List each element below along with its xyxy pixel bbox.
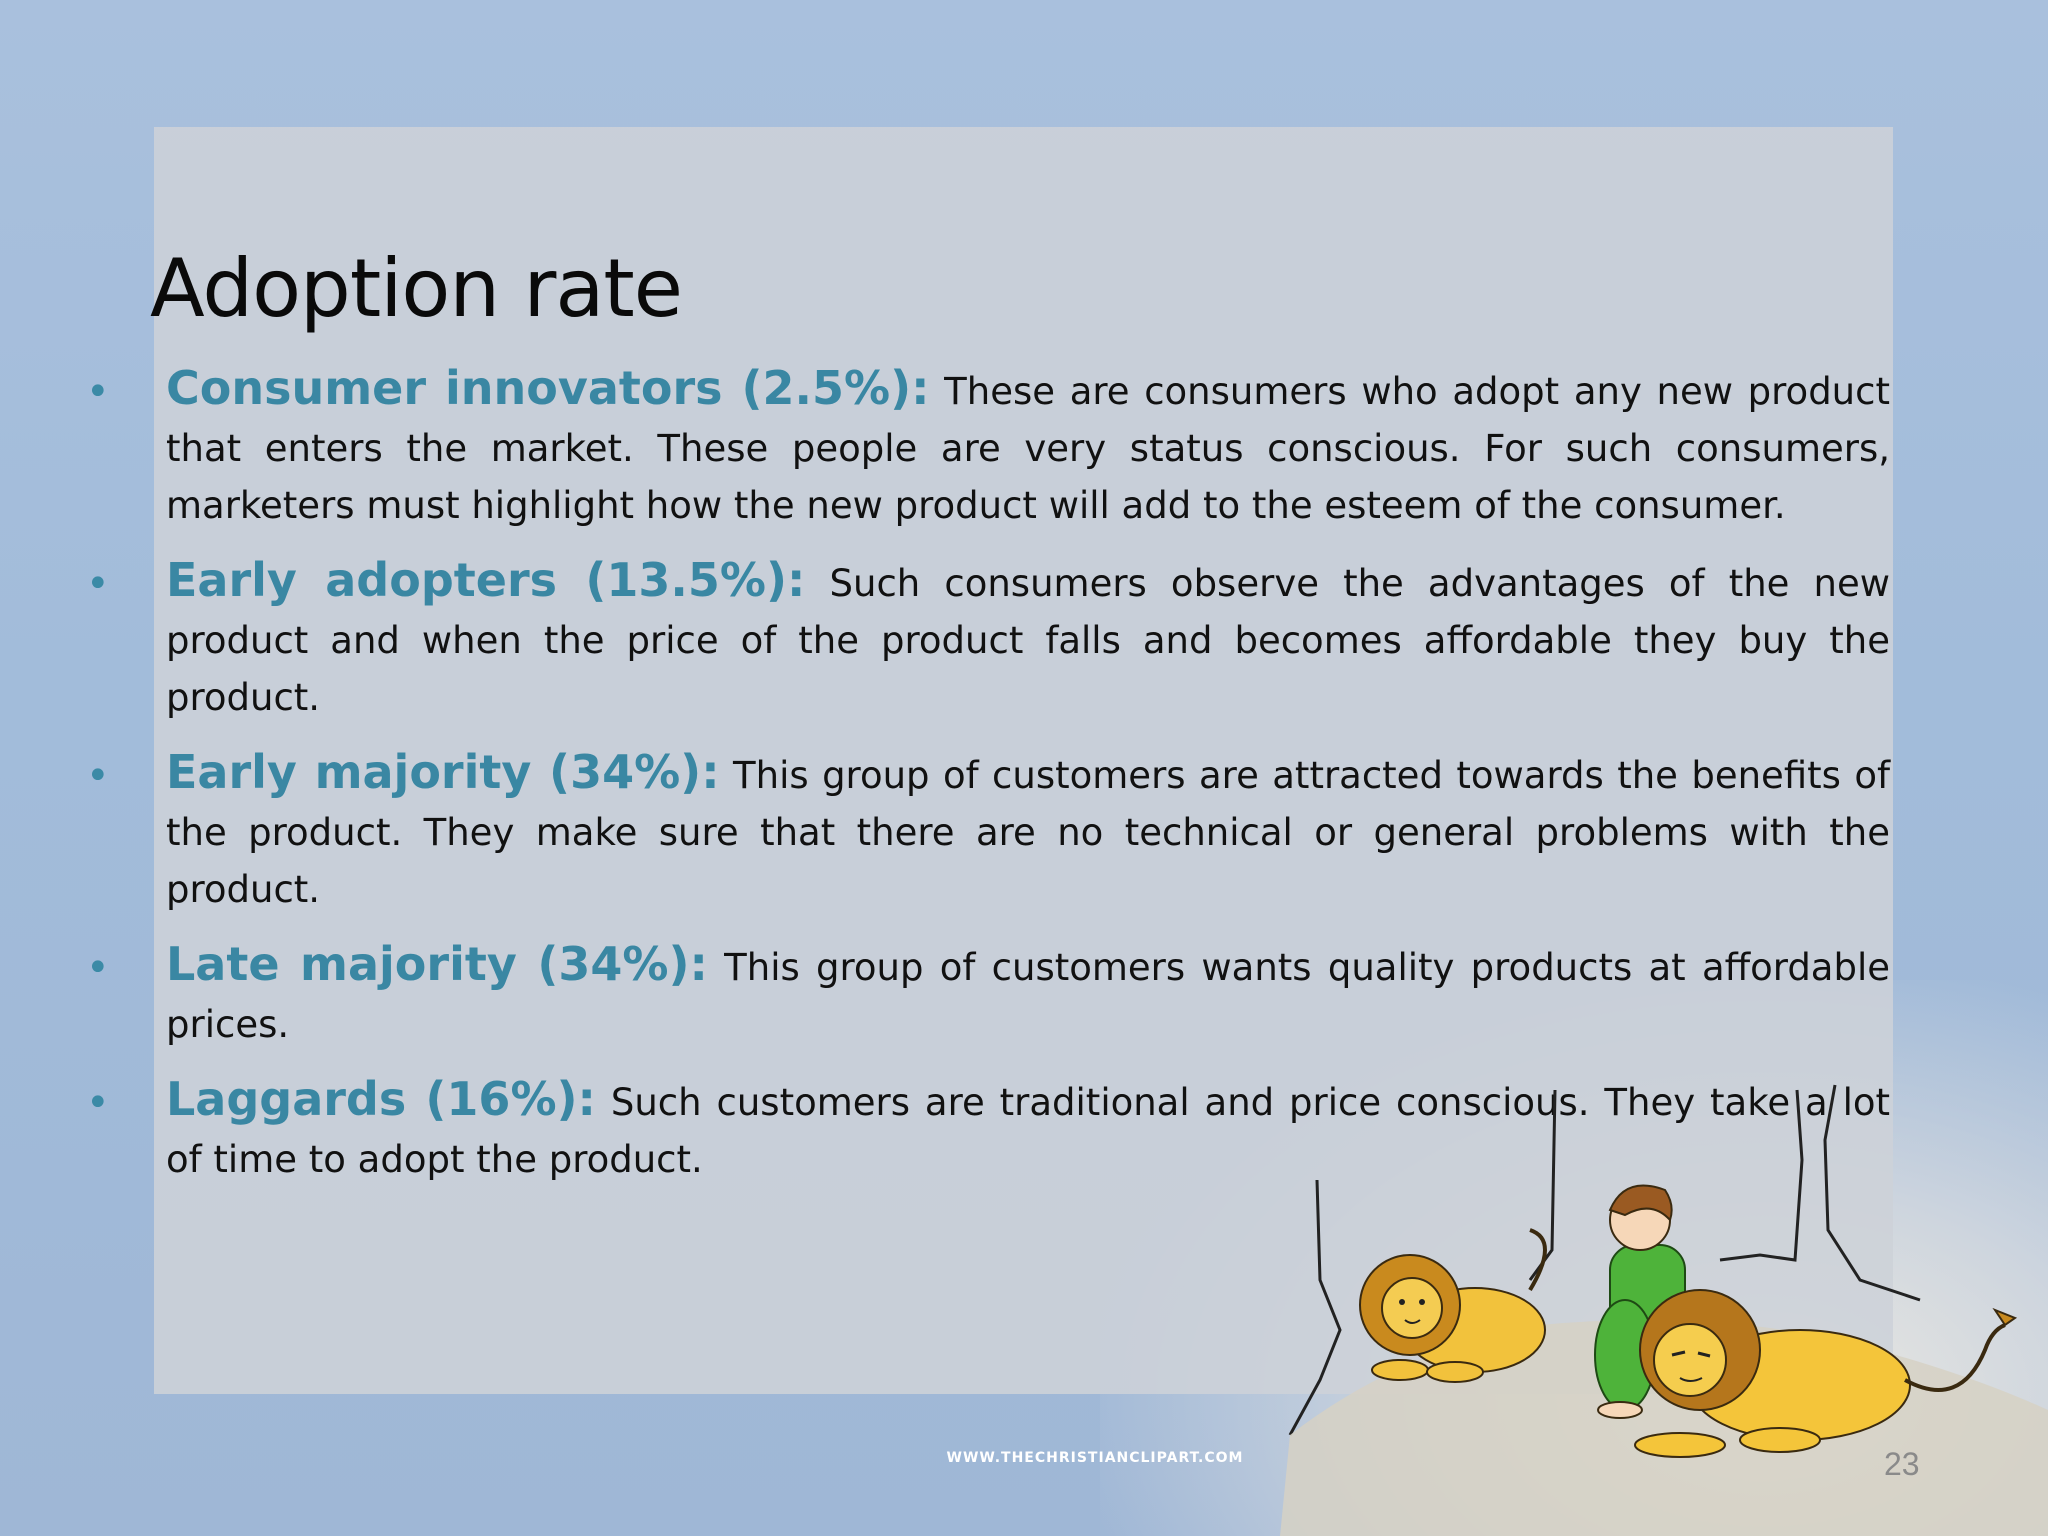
bullet-text: Such customers are traditional and price…: [166, 1081, 1890, 1181]
bullet-text: Such consumers observe the advantages of…: [166, 562, 1890, 719]
bullet-item: • Early adopters (13.5%): Such consumers …: [86, 552, 1890, 726]
content-panel: [154, 127, 1893, 1394]
bullet-item: • Late majority (34%): This group of cust…: [86, 936, 1890, 1053]
bullet-item: • Consumer innovators (2.5%): These are c…: [86, 360, 1890, 534]
page-number: 23: [1884, 1446, 1920, 1482]
bullet-term: Consumer innovators (2.5%):: [166, 361, 930, 415]
bullet-icon: •: [86, 945, 110, 991]
cave-wall: [1288, 1179, 1342, 1436]
bullet-term: Laggards (16%):: [166, 1072, 596, 1126]
lion-left: [1359, 1228, 1547, 1383]
bullet-item: • Early majority (34%): This group of cus…: [86, 744, 1890, 918]
bullet-icon: •: [86, 561, 110, 607]
bullet-term: Early majority (34%):: [166, 745, 720, 799]
bullet-term: Early adopters (13.5%):: [166, 553, 806, 607]
bullet-text: This group of customers wants quality pr…: [166, 946, 1891, 1046]
lion-right: [1634, 1289, 2018, 1458]
slide-title: Adoption rate: [150, 242, 683, 335]
boy: [1594, 1184, 1686, 1419]
bullet-icon: •: [86, 369, 110, 415]
bullet-item: • Laggards (16%): Such customers are trad…: [86, 1071, 1890, 1188]
cave-wall: [1823, 1084, 1921, 1302]
bullet-icon: •: [86, 753, 110, 799]
bullet-text: These are consumers who adopt any new pr…: [166, 370, 1890, 527]
bullet-text: This group of customers are attracted to…: [166, 754, 1891, 911]
cave-wall: [1528, 1089, 1557, 1281]
daniel-lions-illustration-icon: [1280, 1084, 2048, 1536]
cave-wall: [1719, 1089, 1804, 1262]
bullet-term: Late majority (34%):: [166, 937, 708, 991]
clipart-credit: WWW.THECHRISTIANCLIPART.COM: [946, 1450, 1244, 1466]
bullet-list: • Consumer innovators (2.5%): These are c…: [86, 360, 1890, 1206]
bullet-icon: •: [86, 1080, 110, 1126]
